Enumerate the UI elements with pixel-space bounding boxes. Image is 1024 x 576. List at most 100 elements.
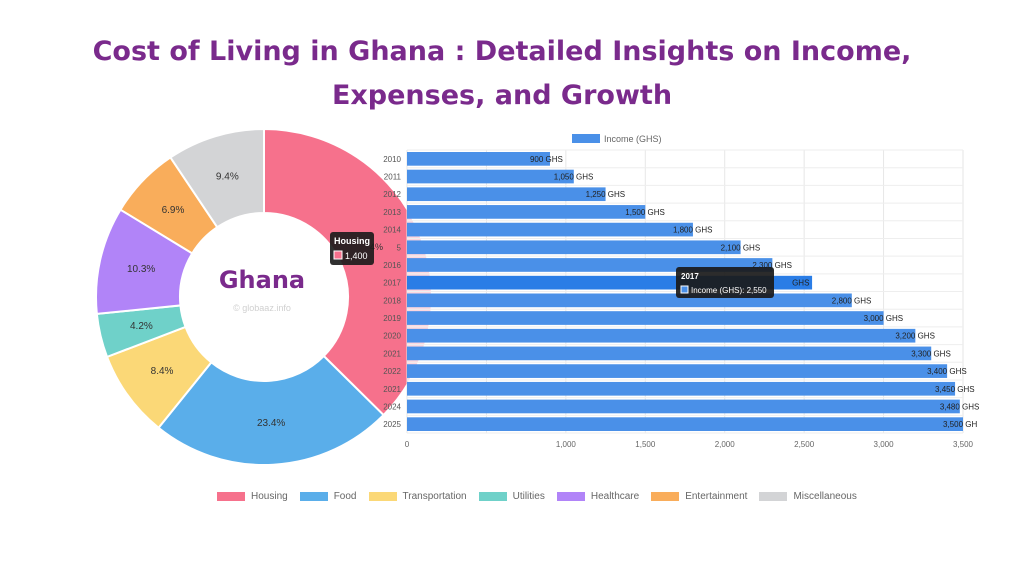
donut-value-label-miscellaneous: 9.4% <box>216 171 239 182</box>
bar-category-label-2017: 2017 <box>383 279 401 288</box>
legend-label-entertainment: Entertainment <box>685 490 748 502</box>
bar-category-label-2016: 2016 <box>383 261 401 270</box>
bar-2019[interactable] <box>407 311 884 325</box>
legend-swatch-miscellaneous <box>759 491 788 501</box>
title-line-2: Expenses, and Growth <box>331 80 673 111</box>
bar-data-label-2013: 1,500 GHS <box>625 208 665 217</box>
donut-tooltip-title: Housing <box>334 236 370 246</box>
bar-legend-label[interactable]: Income (GHS) <box>604 134 662 144</box>
bar-2013[interactable] <box>407 205 646 219</box>
bar-category-label-2023: 2021 <box>383 385 401 394</box>
bar-2023[interactable] <box>407 381 956 396</box>
bar-data-label-2016: 2,300 GHS <box>752 261 792 270</box>
bar-2022[interactable] <box>407 364 948 378</box>
bar-data-label-2010: 900 GHS <box>530 155 563 164</box>
bar-category-label-2015: 5 <box>397 243 402 252</box>
legend-label-housing: Housing <box>251 490 288 502</box>
legend-item-food[interactable]: Food <box>299 490 357 502</box>
bar-category-label-2010: 2010 <box>383 155 401 164</box>
bar-category-label-2022: 2022 <box>383 367 401 376</box>
bar-category-label-2018: 2018 <box>383 296 401 305</box>
bar-x-tick-label: 3,000 <box>874 440 895 449</box>
bar-2021[interactable] <box>407 346 932 361</box>
legend-label-miscellaneous: Miscellaneous <box>793 490 857 502</box>
bar-category-label-2021: 2021 <box>383 349 401 358</box>
bar-tooltip-title: 2017 <box>681 272 699 281</box>
bar-tooltip-swatch <box>680 285 689 294</box>
bar-x-tick-label: 2,000 <box>715 440 736 449</box>
bar-data-label-2019: 3,000 GHS <box>864 314 904 323</box>
bar-2011[interactable] <box>407 169 574 184</box>
donut-value-label-healthcare: 10.3% <box>127 264 155 275</box>
legend-swatch-utilities <box>478 491 507 501</box>
legend-item-entertainment[interactable]: Entertainment <box>651 491 747 502</box>
donut-value-label-transportation: 8.4% <box>151 366 174 377</box>
bar-category-label-2013: 2013 <box>383 208 401 217</box>
donut-tooltip-value: 1,400 <box>345 251 368 261</box>
bar-2024[interactable] <box>407 399 960 414</box>
bar-2020[interactable] <box>407 328 916 343</box>
donut-slice-miscellaneous[interactable] <box>169 127 265 229</box>
bar-tooltip <box>676 267 774 298</box>
bar-category-label-2011: 2011 <box>384 173 402 182</box>
bar-2010[interactable] <box>407 152 550 166</box>
bar-data-label-2023: 3,450 GHS <box>935 385 975 394</box>
bar-tooltip-text: Income (GHS): 2,550 <box>691 286 767 295</box>
bar-data-label-2021: 3,300 GHS <box>911 349 951 358</box>
donut-value-label-food: 23.4% <box>257 418 285 429</box>
legend-item-housing[interactable]: Housing <box>217 491 288 502</box>
bar-data-label-2018: 2,800 GHS <box>832 296 872 305</box>
legend-item-healthcare[interactable]: Healthcare <box>556 490 640 502</box>
donut-value-label-utilities: 4.2% <box>130 321 153 332</box>
bar-data-label-2024: 3,480 GHS <box>940 402 980 411</box>
bar-category-label-2020: 2020 <box>383 332 401 341</box>
bar-x-tick-label: 3,500 <box>953 440 974 449</box>
bar-data-label-2015: 2,100 GHS <box>721 243 761 252</box>
bar-category-label-2014: 2014 <box>383 226 401 235</box>
bar-data-label-2020: 3,200 GHS <box>895 332 935 341</box>
donut-value-label-housing-partial: 4% <box>370 242 383 252</box>
bar-category-label-2012: 2012 <box>383 190 401 199</box>
title-line-1: Cost of Living in Ghana : Detailed Insig… <box>92 36 912 67</box>
donut-center-label: Ghana <box>218 266 306 294</box>
legend-swatch-entertainment <box>651 491 680 501</box>
donut-slice-food[interactable] <box>157 354 385 466</box>
bar-x-tick-label: 2,500 <box>794 440 815 449</box>
legend-swatch-food <box>299 491 328 501</box>
page-title: Cost of Living in Ghana : Detailed Insig… <box>0 30 1004 118</box>
bar-data-label-2011: 1,050 GHS <box>554 173 594 182</box>
bar-data-label-2022: 3,400 GHS <box>927 367 967 376</box>
bar-2012[interactable] <box>407 187 606 202</box>
donut-legend: Housing Food Transportation Utilities He… <box>217 488 869 504</box>
legend-label-transportation: Transportation <box>402 490 467 502</box>
bar-legend-swatch <box>572 134 600 143</box>
bar-x-tick-label: 1,000 <box>556 440 577 449</box>
bar-data-label-2012: 1,250 GHS <box>586 190 626 199</box>
bar-data-label-2014: 1,800 GHS <box>673 226 713 235</box>
bar-data-label-2017: GHS <box>792 279 809 288</box>
legend-swatch-housing <box>217 491 245 501</box>
bar-x-tick-label: 0 <box>405 440 410 449</box>
bar-2025[interactable] <box>407 417 963 431</box>
bar-2018[interactable] <box>407 293 852 308</box>
watermark: © globaaz.info <box>233 303 291 313</box>
legend-swatch-healthcare <box>556 491 585 501</box>
legend-item-utilities[interactable]: Utilities <box>478 490 545 502</box>
bar-x-tick-label: 1,500 <box>635 440 656 449</box>
bar-2015[interactable] <box>407 240 741 255</box>
legend-swatch-transportation <box>368 491 397 501</box>
bar-category-label-2024: 2024 <box>383 402 401 411</box>
bar-data-label-2025: 3,500 GH <box>943 420 977 429</box>
legend-label-food: Food <box>333 490 357 502</box>
legend-label-utilities: Utilities <box>512 490 545 502</box>
legend-item-transportation[interactable]: Transportation <box>368 490 467 502</box>
bar-2014[interactable] <box>407 222 693 237</box>
donut-value-label-entertainment: 6.9% <box>162 205 185 216</box>
legend-label-healthcare: Healthcare <box>590 490 640 502</box>
donut-tooltip-swatch <box>333 250 343 260</box>
legend-item-miscellaneous[interactable]: Miscellaneous <box>759 490 857 502</box>
bar-category-label-2019: 2019 <box>383 314 401 323</box>
bar-category-label-2025: 2025 <box>383 420 401 429</box>
